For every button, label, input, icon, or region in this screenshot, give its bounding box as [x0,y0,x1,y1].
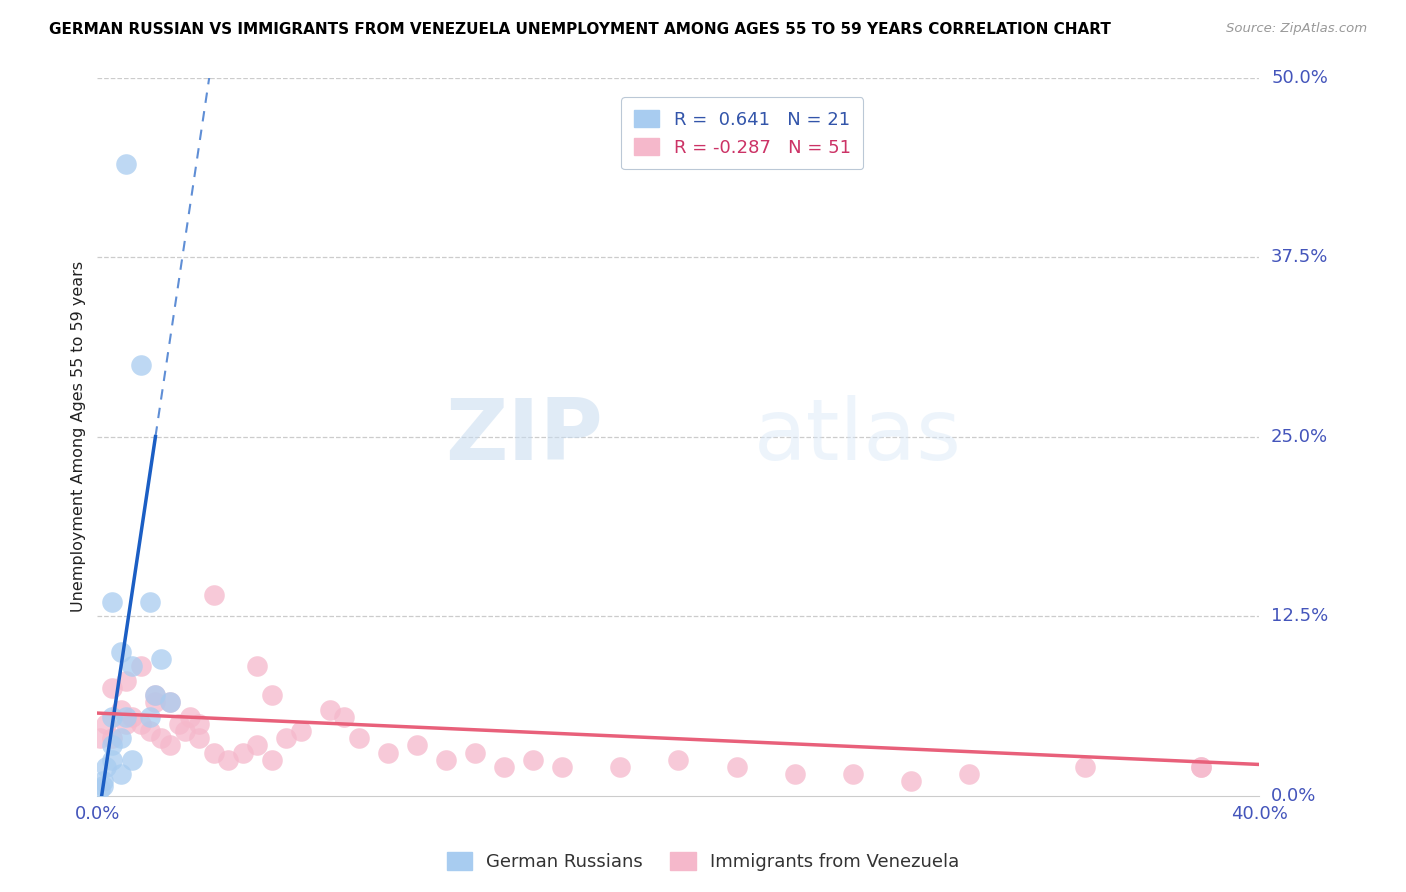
Point [159,695,181,709]
Point [1189,760,1212,774]
Point [110,767,132,781]
Point [232,746,254,760]
Point [89,781,111,796]
Point [957,767,980,781]
Point [464,746,486,760]
Point [121,659,143,673]
Point [173,724,195,739]
Point [101,681,124,695]
Point [110,702,132,716]
Point [290,724,312,739]
Point [115,710,138,724]
Text: 0.0%: 0.0% [1271,787,1316,805]
Point [121,753,143,767]
Text: atlas: atlas [754,395,962,478]
Text: Source: ZipAtlas.com: Source: ZipAtlas.com [1226,22,1367,36]
Point [145,695,167,709]
Point [115,157,138,171]
Point [138,595,160,609]
Point [202,588,225,602]
Text: ZIP: ZIP [446,395,603,478]
Point [121,710,143,724]
Point [1074,760,1097,774]
Y-axis label: Unemployment Among Ages 55 to 59 years: Unemployment Among Ages 55 to 59 years [72,261,86,612]
Point [188,731,211,746]
Point [101,739,124,753]
Point [609,760,631,774]
Point [347,731,370,746]
Point [319,702,342,716]
Legend: German Russians, Immigrants from Venezuela: German Russians, Immigrants from Venezue… [440,846,966,879]
Point [129,717,152,731]
Point [150,731,173,746]
Point [138,710,160,724]
Point [260,688,283,702]
Point [494,760,516,774]
Point [110,645,132,659]
Point [783,767,806,781]
Point [434,753,457,767]
Point [841,767,863,781]
Point [94,760,117,774]
Point [377,746,399,760]
Point [246,739,269,753]
Point [101,753,124,767]
Point [668,753,690,767]
Text: 50.0%: 50.0% [1271,69,1327,87]
Point [406,739,429,753]
Point [145,688,167,702]
Point [159,695,181,709]
Text: 37.5%: 37.5% [1271,248,1329,266]
Point [188,717,211,731]
Point [179,710,201,724]
Point [202,746,225,760]
Point [129,659,152,673]
Point [551,760,574,774]
Point [159,739,181,753]
Point [900,774,922,789]
Point [1189,760,1212,774]
Point [101,731,124,746]
Point [522,753,544,767]
Point [115,717,138,731]
Text: 25.0%: 25.0% [1271,427,1329,446]
Point [115,673,138,688]
Point [91,774,114,789]
Point [150,652,173,666]
Point [138,724,160,739]
Point [246,659,269,673]
Point [110,731,132,746]
Point [276,731,298,746]
Text: 12.5%: 12.5% [1271,607,1329,625]
Point [145,688,167,702]
Point [101,595,124,609]
Point [217,753,239,767]
Point [94,717,117,731]
Point [725,760,748,774]
Point [91,779,114,793]
Point [333,710,356,724]
Point [89,731,111,746]
Point [129,358,152,372]
Point [260,753,283,767]
Legend: R =  0.641   N = 21, R = -0.287   N = 51: R = 0.641 N = 21, R = -0.287 N = 51 [621,97,863,169]
Point [167,717,190,731]
Text: GERMAN RUSSIAN VS IMMIGRANTS FROM VENEZUELA UNEMPLOYMENT AMONG AGES 55 TO 59 YEA: GERMAN RUSSIAN VS IMMIGRANTS FROM VENEZU… [49,22,1111,37]
Point [101,710,124,724]
